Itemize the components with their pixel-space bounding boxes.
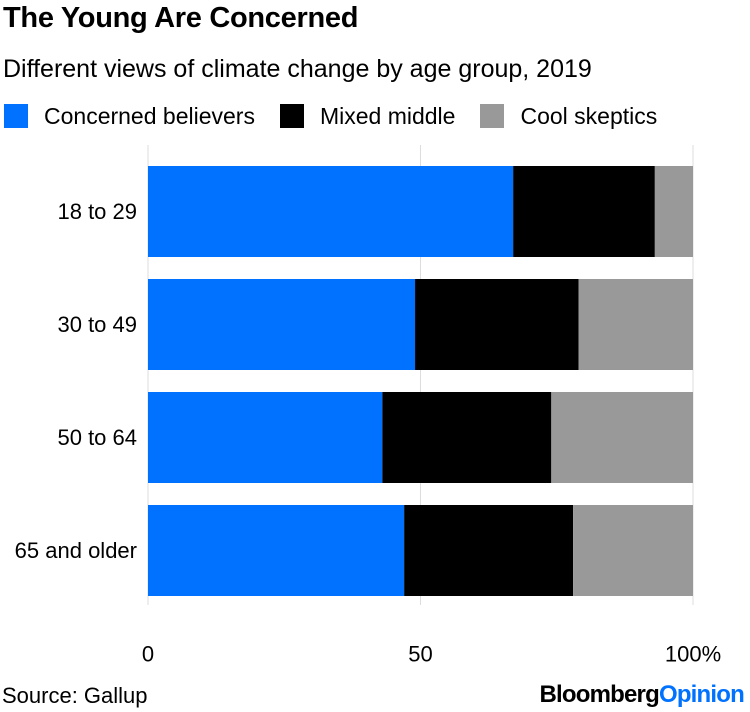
- legend-item-mixed-middle: Mixed middle: [279, 102, 456, 130]
- chart-subtitle: Different views of climate change by age…: [3, 55, 592, 83]
- category-label-30-to-49: 30 to 49: [57, 312, 137, 337]
- brand-logo: BloombergOpinion: [539, 681, 744, 709]
- legend-label-mixed-middle: Mixed middle: [319, 102, 456, 129]
- chart-title: The Young Are Concerned: [3, 2, 359, 34]
- category-label-50-to-64: 50 to 64: [57, 425, 137, 450]
- x-tick-label-0: 0: [142, 642, 154, 667]
- bar-concerned-believers-18-to-29: [148, 166, 514, 257]
- brand-logo-first: Bloomberg: [539, 681, 659, 708]
- legend: Concerned believers Mixed middle Cool sk…: [4, 101, 682, 131]
- legend-label-concerned-believers: Concerned believers: [44, 102, 255, 129]
- legend-swatch-cool-skeptics: [480, 104, 505, 128]
- bar-cool-skeptics-30-to-49: [578, 279, 693, 370]
- x-tick-label-1: 50: [408, 642, 432, 667]
- bar-concerned-believers-50-to-64: [148, 392, 383, 483]
- bar-mixed-middle-18-to-29: [513, 166, 655, 257]
- bar-mixed-middle-50-to-64: [382, 392, 552, 483]
- bar-mixed-middle-65-and-older: [404, 505, 574, 596]
- bar-cool-skeptics-65-and-older: [573, 505, 693, 596]
- bar-cool-skeptics-50-to-64: [551, 392, 693, 483]
- legend-item-cool-skeptics: Cool skeptics: [480, 103, 657, 130]
- category-label-18-to-29: 18 to 29: [57, 199, 137, 224]
- bar-concerned-believers-30-to-49: [148, 279, 416, 370]
- legend-swatch-concerned-believers: [4, 104, 28, 128]
- x-tick-label-2: 100%: [665, 642, 721, 667]
- source-note: Source: Gallup: [2, 683, 148, 708]
- bar-cool-skeptics-18-to-29: [654, 166, 693, 257]
- legend-swatch-mixed-middle: [279, 104, 304, 128]
- bar-mixed-middle-30-to-49: [415, 279, 579, 370]
- legend-item-concerned-believers: Concerned believers: [4, 103, 255, 130]
- brand-logo-second: Opinion: [658, 681, 745, 708]
- legend-label-cool-skeptics: Cool skeptics: [520, 102, 658, 129]
- category-label-65-and-older: 65 and older: [15, 538, 137, 563]
- bar-concerned-believers-65-and-older: [148, 505, 405, 596]
